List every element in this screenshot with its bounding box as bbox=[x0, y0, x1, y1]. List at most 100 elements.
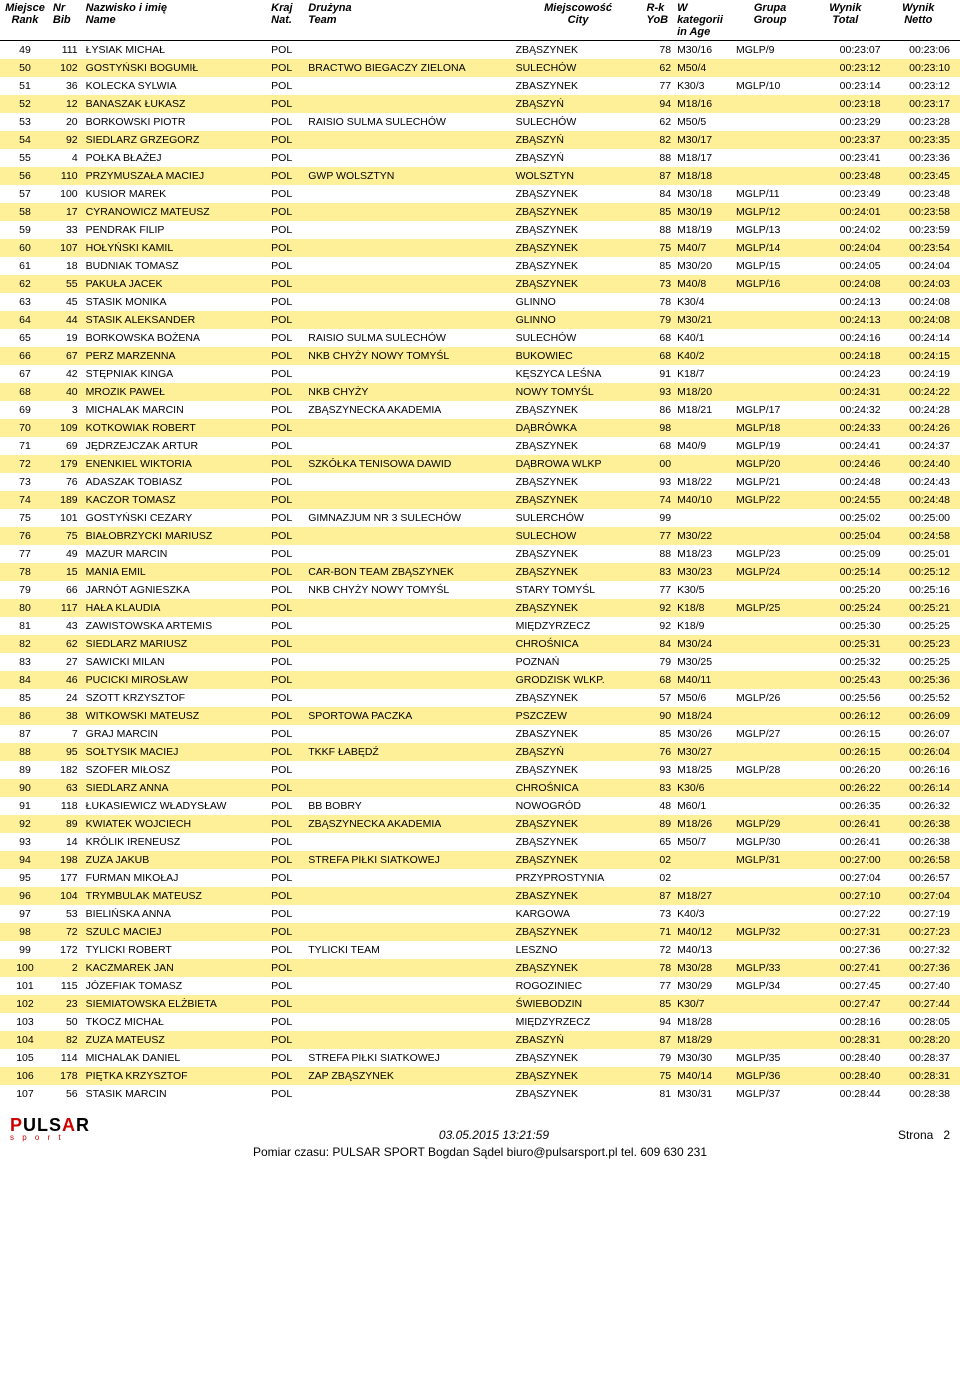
cell: GWP WOLSZTYN bbox=[305, 167, 512, 185]
cell bbox=[305, 77, 512, 95]
cell: MGLP/13 bbox=[733, 221, 807, 239]
cell: 66 bbox=[50, 581, 83, 599]
cell: M30/18 bbox=[674, 185, 733, 203]
cell bbox=[305, 275, 512, 293]
cell bbox=[305, 545, 512, 563]
cell bbox=[674, 851, 733, 869]
table-row: 554POŁKA BŁAŻEJPOLZBĄSZYŃ88M18/1700:23:4… bbox=[0, 149, 960, 167]
cell: MAZUR MARCIN bbox=[83, 545, 269, 563]
table-row: 10482ZUZA MATEUSZPOLZBASZYŃ87M18/2900:28… bbox=[0, 1031, 960, 1049]
cell: 53 bbox=[50, 905, 83, 923]
cell: 84 bbox=[644, 635, 675, 653]
cell bbox=[733, 311, 807, 329]
cell: 00:25:56 bbox=[807, 689, 883, 707]
cell: K40/1 bbox=[674, 329, 733, 347]
cell: 93 bbox=[644, 383, 675, 401]
cell: 83 bbox=[644, 779, 675, 797]
cell: 00:26:22 bbox=[807, 779, 883, 797]
cell bbox=[305, 833, 512, 851]
cell: 44 bbox=[50, 311, 83, 329]
cell: POL bbox=[268, 545, 305, 563]
cell bbox=[305, 1013, 512, 1031]
cell: 101 bbox=[0, 977, 50, 995]
cell: KWIATEK WOJCIECH bbox=[83, 815, 269, 833]
cell: MGLP/12 bbox=[733, 203, 807, 221]
cell: STĘPNIAK KINGA bbox=[83, 365, 269, 383]
cell bbox=[733, 131, 807, 149]
cell bbox=[305, 959, 512, 977]
cell: POL bbox=[268, 1085, 305, 1103]
cell bbox=[305, 671, 512, 689]
cell: 00:28:37 bbox=[884, 1049, 960, 1067]
cell: ZUZA JAKUB bbox=[83, 851, 269, 869]
cell: 00:26:35 bbox=[807, 797, 883, 815]
cell: 82 bbox=[0, 635, 50, 653]
cell: M40/9 bbox=[674, 437, 733, 455]
cell: 82 bbox=[644, 131, 675, 149]
cell: M18/16 bbox=[674, 95, 733, 113]
cell: 56 bbox=[50, 1085, 83, 1103]
cell: M30/22 bbox=[674, 527, 733, 545]
cell: CHROŚNICA bbox=[513, 779, 644, 797]
cell: POL bbox=[268, 581, 305, 599]
cell bbox=[674, 455, 733, 473]
cell: FURMAN MIKOŁAJ bbox=[83, 869, 269, 887]
cell: POL bbox=[268, 221, 305, 239]
table-row: 9314KRÓLIK IRENEUSZPOLZBĄSZYNEK65M50/7MG… bbox=[0, 833, 960, 851]
cell: 89 bbox=[0, 761, 50, 779]
cell: 72 bbox=[0, 455, 50, 473]
cell: 96 bbox=[0, 887, 50, 905]
cell: MGLP/32 bbox=[733, 923, 807, 941]
table-row: 8143ZAWISTOWSKA ARTEMISPOLMIĘDZYRZECZ92K… bbox=[0, 617, 960, 635]
cell: 00:25:04 bbox=[807, 527, 883, 545]
table-header: MiejsceRank NrBib Nazwisko i imięName Kr… bbox=[0, 0, 960, 41]
cell: 84 bbox=[644, 185, 675, 203]
cell: 00:23:28 bbox=[884, 113, 960, 131]
cell: 00:23:41 bbox=[807, 149, 883, 167]
cell: GRODZISK WLKP. bbox=[513, 671, 644, 689]
cell: POL bbox=[268, 95, 305, 113]
table-row: 74189KACZOR TOMASZPOLZBĄSZYNEK74M40/10MG… bbox=[0, 491, 960, 509]
cell: 00:24:14 bbox=[884, 329, 960, 347]
cell: 00:24:32 bbox=[807, 401, 883, 419]
cell: POL bbox=[268, 869, 305, 887]
table-row: 5492SIEDLARZ GRZEGORZPOLZBĄSZYŃ82M30/170… bbox=[0, 131, 960, 149]
cell: SIEDLARZ MARIUSZ bbox=[83, 635, 269, 653]
cell: ZBĄSZYNEK bbox=[513, 689, 644, 707]
cell: 00:28:31 bbox=[884, 1067, 960, 1085]
cell: ZBĄSZYNEK bbox=[513, 401, 644, 419]
cell: 77 bbox=[644, 527, 675, 545]
cell: K40/2 bbox=[674, 347, 733, 365]
cell: ZBASZYŃ bbox=[513, 1031, 644, 1049]
cell: 00:27:04 bbox=[884, 887, 960, 905]
cell: MGLP/15 bbox=[733, 257, 807, 275]
cell: ROGOZINIEC bbox=[513, 977, 644, 995]
col-team: DrużynaTeam bbox=[305, 0, 512, 41]
cell: POL bbox=[268, 707, 305, 725]
cell bbox=[305, 761, 512, 779]
cell: 101 bbox=[50, 509, 83, 527]
table-row: 9063SIEDLARZ ANNAPOLCHROŚNICA83K30/600:2… bbox=[0, 779, 960, 797]
cell: POL bbox=[268, 599, 305, 617]
cell: KOTKOWIAK ROBERT bbox=[83, 419, 269, 437]
cell: 95 bbox=[0, 869, 50, 887]
cell: 00:23:17 bbox=[884, 95, 960, 113]
table-row: 6667PERZ MARZENNAPOLNKB CHYŻY NOWY TOMYŚ… bbox=[0, 347, 960, 365]
cell: 00:24:08 bbox=[884, 311, 960, 329]
cell: POL bbox=[268, 1031, 305, 1049]
cell: 182 bbox=[50, 761, 83, 779]
cell: MROZIK PAWEŁ bbox=[83, 383, 269, 401]
cell: 00:25:24 bbox=[807, 599, 883, 617]
cell bbox=[733, 905, 807, 923]
cell: PUCICKI MIROSŁAW bbox=[83, 671, 269, 689]
cell: 00:25:30 bbox=[807, 617, 883, 635]
col-grp: GrupaGroup bbox=[733, 0, 807, 41]
cell: 67 bbox=[0, 365, 50, 383]
cell: BORKOWSKI PIOTR bbox=[83, 113, 269, 131]
cell: MGLP/21 bbox=[733, 473, 807, 491]
table-row: 99172TYLICKI ROBERTPOLTYLICKI TEAMLESZNO… bbox=[0, 941, 960, 959]
cell: 68 bbox=[0, 383, 50, 401]
cell: M30/20 bbox=[674, 257, 733, 275]
cell: 00:28:05 bbox=[884, 1013, 960, 1031]
cell bbox=[305, 617, 512, 635]
